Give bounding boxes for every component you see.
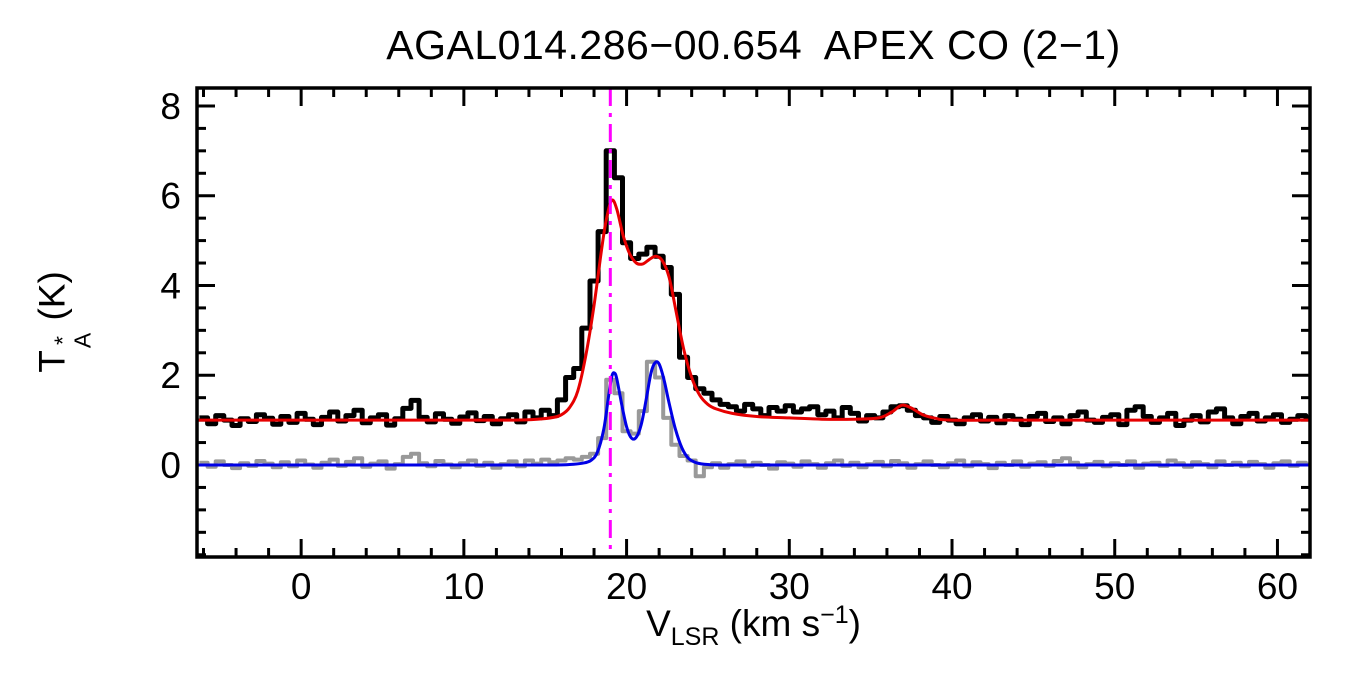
- y-axis-label-symbol: T: [31, 350, 73, 373]
- x-axis-label-subscript: LSR: [670, 623, 720, 651]
- chart-title: AGAL014.286−00.654 APEX CO (2−1): [386, 22, 1121, 68]
- x-tick-label: 10: [443, 566, 484, 607]
- y-tick-label: 2: [160, 355, 181, 396]
- x-tick-label: 60: [1257, 566, 1298, 607]
- plot-frame: [195, 86, 1312, 559]
- y-tick-label: 4: [160, 265, 181, 306]
- y-axis-label-subscript: A: [69, 332, 95, 349]
- y-tick-label: 0: [160, 445, 181, 486]
- model-fit-curve: [197, 360, 1310, 467]
- x-axis-label-close-paren: ): [848, 603, 861, 644]
- y-tick-label: 6: [160, 176, 181, 217]
- plot-data-layer: [197, 88, 1310, 557]
- y-axis-label: T * A (K): [31, 271, 95, 373]
- x-axis-label-exponent: −1: [820, 601, 849, 629]
- x-axis-label-unit: (km s: [719, 603, 821, 644]
- y-tick-label: 8: [160, 86, 181, 127]
- x-tick-label: 40: [931, 566, 972, 607]
- x-tick-label: 50: [1094, 566, 1135, 607]
- x-axis-label-symbol: V: [646, 603, 671, 644]
- model-fit-curve: [197, 198, 1310, 422]
- x-axis-label: VLSR (km s−1): [197, 601, 1310, 652]
- x-tick-label: 20: [606, 566, 647, 607]
- x-tick-label: 30: [769, 566, 810, 607]
- x-tick-label: 0: [291, 566, 312, 607]
- y-axis-label-supsub: * A: [49, 332, 95, 349]
- y-axis-label-unit: (K): [31, 271, 73, 331]
- spectrum-histogram: [199, 148, 1310, 428]
